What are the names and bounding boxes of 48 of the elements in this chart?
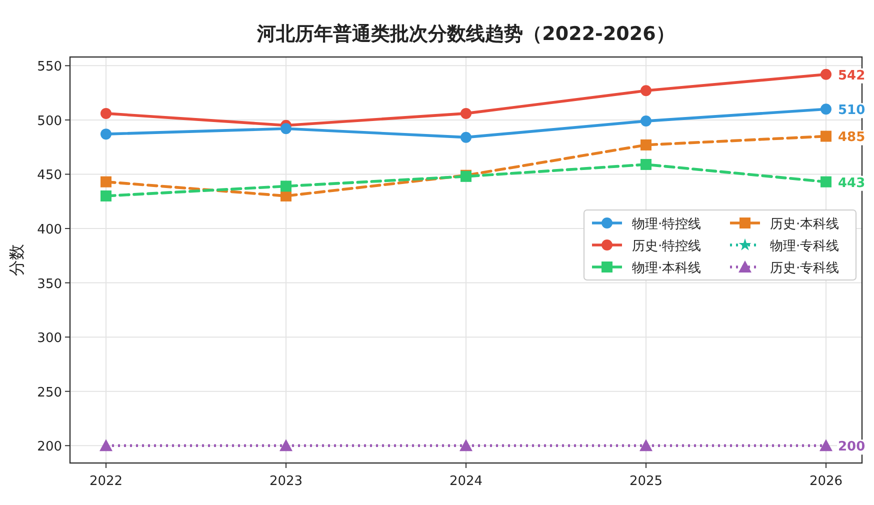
legend-label: 历史·本科线 <box>770 217 840 232</box>
legend-label: 物理·本科线 <box>632 261 702 276</box>
chart-title: 河北历年普通类批次分数线趋势（2022-2026） <box>256 23 675 45</box>
y-tick-label: 200 <box>37 440 62 455</box>
y-tick-label: 350 <box>37 276 62 292</box>
point <box>280 190 292 202</box>
point <box>820 176 832 188</box>
y-tick-label: 450 <box>37 168 62 184</box>
point <box>640 439 652 452</box>
legend-label: 物理·特控线 <box>632 217 702 232</box>
point <box>820 68 832 80</box>
data-label: 443 <box>838 176 866 191</box>
x-tick-label: 2025 <box>629 474 663 489</box>
point <box>100 108 112 119</box>
point <box>100 128 112 140</box>
data-label: 200 <box>838 440 866 455</box>
point <box>820 104 832 115</box>
point <box>640 85 652 96</box>
point <box>280 123 292 134</box>
point <box>100 190 112 202</box>
point <box>280 439 292 452</box>
y-tick-label: 250 <box>37 385 62 400</box>
point <box>820 130 832 142</box>
y-tick-label: 550 <box>37 60 62 75</box>
data-label: 510 <box>838 103 866 118</box>
point <box>280 180 292 192</box>
point <box>640 139 652 150</box>
legend-label: 历史·特控线 <box>632 239 702 254</box>
point <box>100 439 112 452</box>
legend-label: 物理·专科线 <box>770 239 840 254</box>
y-tick-label: 300 <box>37 331 62 346</box>
data-label: 485 <box>838 130 866 146</box>
point <box>820 439 832 452</box>
x-tick-label: 2022 <box>89 474 123 489</box>
point <box>100 176 112 188</box>
x-tick-label: 2023 <box>269 474 303 489</box>
data-label: 542 <box>838 68 866 84</box>
y-tick-label: 500 <box>37 114 62 129</box>
legend-label: 历史·专科线 <box>770 261 840 276</box>
point <box>460 132 472 143</box>
x-tick-label: 2026 <box>809 474 843 489</box>
point <box>640 158 652 170</box>
point <box>640 116 652 127</box>
x-tick-label: 2024 <box>449 474 483 489</box>
y-tick-label: 400 <box>37 222 62 238</box>
y-axis-title: 分数 <box>7 244 26 276</box>
point <box>460 439 472 452</box>
point <box>460 108 472 119</box>
